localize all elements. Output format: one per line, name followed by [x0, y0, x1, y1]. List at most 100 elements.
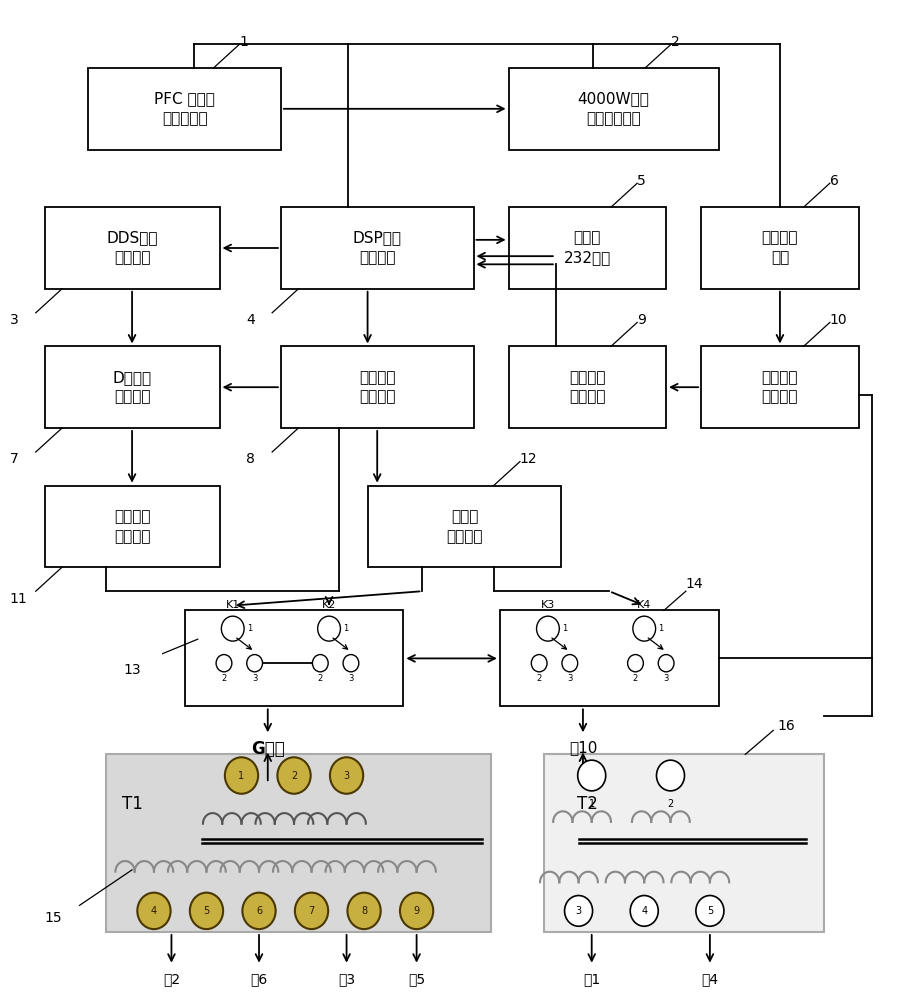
Circle shape [277, 757, 311, 794]
Circle shape [632, 616, 655, 641]
Bar [499, 610, 718, 706]
Text: 12: 12 [519, 452, 537, 466]
Bar [543, 754, 823, 932]
Circle shape [531, 655, 547, 672]
Text: 2: 2 [221, 674, 226, 683]
Text: 9: 9 [413, 906, 419, 916]
Text: 2: 2 [632, 674, 638, 683]
Text: 10: 10 [829, 313, 846, 327]
Text: 低通虑波
输出驱动: 低通虑波 输出驱动 [114, 509, 150, 544]
Text: K1: K1 [225, 600, 240, 610]
Circle shape [577, 760, 605, 791]
Text: 5: 5 [203, 906, 210, 916]
Circle shape [221, 616, 244, 641]
Text: 11: 11 [9, 592, 27, 606]
Circle shape [294, 893, 328, 929]
Circle shape [627, 655, 642, 672]
Text: 15: 15 [45, 911, 62, 925]
Text: 方波换向
模块: 方波换向 模块 [761, 231, 797, 265]
Circle shape [564, 896, 592, 926]
Circle shape [330, 757, 363, 794]
Text: 芯2: 芯2 [163, 972, 179, 986]
Text: 2: 2 [317, 674, 322, 683]
Text: 1: 1 [238, 771, 244, 781]
Circle shape [247, 655, 262, 672]
Text: 继电器
控制驱动: 继电器 控制驱动 [446, 509, 483, 544]
Text: 9: 9 [637, 313, 645, 327]
Bar [106, 754, 490, 932]
Text: 2: 2 [291, 771, 297, 781]
Bar [701, 346, 858, 428]
Text: 芯5: 芯5 [407, 972, 425, 986]
Text: 4000W直流
隔离供电电路: 4000W直流 隔离供电电路 [577, 91, 649, 126]
Bar [701, 207, 858, 289]
Bar [88, 68, 281, 150]
Text: DDS信号
合成模块: DDS信号 合成模块 [107, 231, 158, 265]
Text: 7: 7 [9, 452, 18, 466]
Circle shape [656, 760, 684, 791]
Bar [368, 486, 560, 567]
Circle shape [242, 893, 275, 929]
Text: 3: 3 [567, 674, 572, 683]
Circle shape [695, 896, 723, 926]
Text: 芯6: 芯6 [251, 972, 267, 986]
Text: 3: 3 [575, 906, 581, 916]
Text: 16: 16 [777, 719, 794, 733]
Text: 3: 3 [662, 674, 668, 683]
Text: 1: 1 [658, 624, 663, 633]
Text: T2: T2 [577, 795, 597, 813]
Text: 芯1: 芯1 [582, 972, 599, 986]
Circle shape [312, 655, 328, 672]
Text: 14: 14 [685, 577, 702, 591]
Circle shape [317, 616, 340, 641]
Text: 7: 7 [308, 906, 314, 916]
Text: 3: 3 [348, 674, 353, 683]
Text: PFC 功率因
素校正模块: PFC 功率因 素校正模块 [154, 91, 215, 126]
Text: 方波隔离
输出驱动: 方波隔离 输出驱动 [761, 370, 797, 405]
Bar [508, 207, 665, 289]
Circle shape [400, 893, 433, 929]
Text: 1: 1 [561, 624, 567, 633]
Text: 4: 4 [640, 906, 647, 916]
Bar [281, 346, 473, 428]
Text: 2: 2 [667, 799, 673, 809]
Text: DSP中央
控制单元: DSP中央 控制单元 [353, 231, 401, 265]
Bar [184, 610, 403, 706]
Text: 2: 2 [536, 674, 541, 683]
Text: K3: K3 [540, 600, 555, 610]
Text: 3: 3 [251, 674, 257, 683]
Circle shape [561, 655, 577, 672]
Circle shape [343, 655, 358, 672]
Bar [281, 207, 473, 289]
Text: 1: 1 [343, 624, 348, 633]
Text: 3: 3 [9, 313, 18, 327]
Text: 1: 1 [588, 799, 594, 809]
Circle shape [189, 893, 223, 929]
Bar [45, 486, 220, 567]
Text: G电极: G电极 [251, 740, 284, 758]
Text: 6: 6 [829, 174, 838, 188]
Text: 芯10: 芯10 [568, 740, 597, 755]
Text: 正弦反馈
调整环节: 正弦反馈 调整环节 [359, 370, 395, 405]
Bar [45, 207, 220, 289]
Text: 8: 8 [361, 906, 367, 916]
Circle shape [347, 893, 380, 929]
Bar [45, 346, 220, 428]
Text: K4: K4 [637, 600, 650, 610]
Text: T1: T1 [121, 795, 142, 813]
Circle shape [216, 655, 231, 672]
Text: 1: 1 [240, 35, 249, 49]
Text: 芯3: 芯3 [338, 972, 354, 986]
Text: 2: 2 [670, 35, 680, 49]
Text: 芯4: 芯4 [701, 972, 718, 986]
Text: 方波反馈
调整环节: 方波反馈 调整环节 [568, 370, 605, 405]
Text: 5: 5 [637, 174, 645, 188]
Text: 6: 6 [256, 906, 261, 916]
Text: 4: 4 [246, 313, 254, 327]
Text: D类高频
放大模块: D类高频 放大模块 [112, 370, 151, 405]
Circle shape [138, 893, 170, 929]
Bar [508, 346, 665, 428]
Circle shape [658, 655, 673, 672]
Text: 时钟及
232接口: 时钟及 232接口 [563, 231, 610, 265]
Text: 5: 5 [706, 906, 712, 916]
